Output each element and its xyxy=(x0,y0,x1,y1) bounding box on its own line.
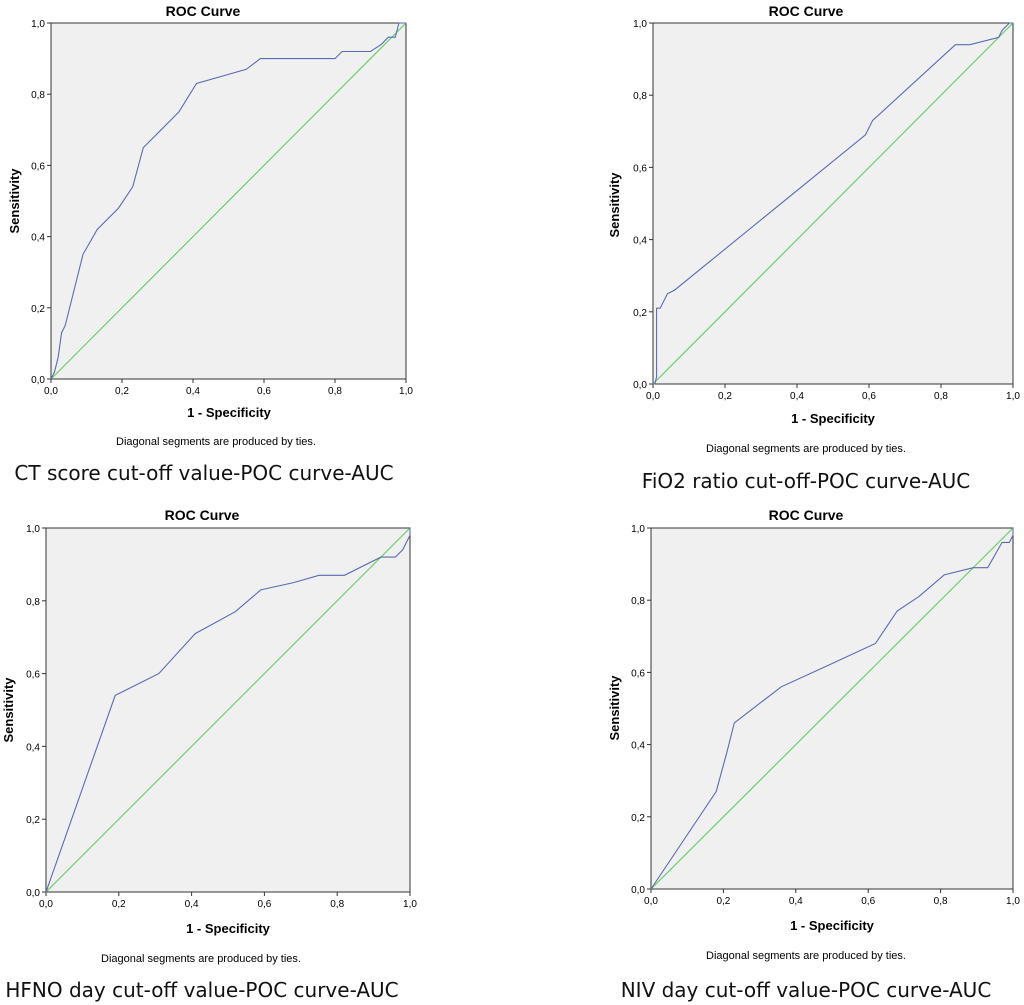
x-tick-label: 0,0 xyxy=(644,896,658,907)
y-tick-label: 0,6 xyxy=(31,161,45,172)
chart-caption: FiO2 ratio cut-off-POC curve-AUC xyxy=(642,469,970,493)
y-axis-label: Sensitivity xyxy=(607,675,622,741)
y-axis-label: Sensitivity xyxy=(7,168,22,234)
y-tick-label: 0,8 xyxy=(31,90,45,101)
y-tick-label: 0,0 xyxy=(631,885,645,896)
chart-title: ROC Curve xyxy=(165,507,240,523)
reference-diagonal-line xyxy=(650,527,1014,890)
chart-caption: CT score cut-off value-POC curve-AUC xyxy=(14,461,393,485)
x-axis-label: 1 - Specificity xyxy=(791,411,876,426)
x-tick-label: 0,2 xyxy=(112,899,126,910)
x-tick-label: 0,4 xyxy=(789,896,803,907)
chart-title: ROC Curve xyxy=(769,3,844,19)
y-tick-label: 0,8 xyxy=(633,91,647,102)
x-tick-label: 0,6 xyxy=(862,391,876,402)
roc-chart-1: ROC Curve 0,00,0 0,2 0,2 0,4 0,4 0,6 0,6 0,8 0,8 1… xyxy=(7,3,413,485)
chart-title: ROC Curve xyxy=(166,3,241,19)
x-tick-label: 0,0 xyxy=(44,386,58,397)
x-tick-label: 0,8 xyxy=(934,391,948,402)
x-tick-label: 0,6 xyxy=(257,386,271,397)
y-tick-label: 0,6 xyxy=(631,668,645,679)
y-tick-label: 0,2 xyxy=(631,813,645,824)
y-tick-label: 0,2 xyxy=(633,308,647,319)
y-tick-label: 1,0 xyxy=(26,524,40,535)
x-tick-label: 0,6 xyxy=(861,896,875,907)
x-tick-label: 0,8 xyxy=(330,899,344,910)
x-tick-label: 0,4 xyxy=(186,386,200,397)
x-axis-label: 1 - Specificity xyxy=(790,918,875,933)
x-tick-label: 1,0 xyxy=(1006,896,1020,907)
x-tick-label: 0,2 xyxy=(115,386,129,397)
y-tick-label: 0,0 xyxy=(31,375,45,386)
roc-curve-line xyxy=(650,528,1014,890)
roc-curve-line xyxy=(653,22,1013,385)
chart-footnote: Diagonal segments are produced by ties. xyxy=(706,443,906,455)
reference-diagonal-line xyxy=(50,22,407,380)
x-tick-label: 0,4 xyxy=(790,391,804,402)
x-tick-label: 1,0 xyxy=(399,386,413,397)
x-tick-label: 0,8 xyxy=(934,896,948,907)
y-tick-label: 1,0 xyxy=(31,19,45,30)
y-tick-label: 0,4 xyxy=(633,236,647,247)
y-tick-label: 0,4 xyxy=(26,742,40,753)
x-tick-label: 0,8 xyxy=(328,386,342,397)
y-tick-label: 1,0 xyxy=(633,19,647,30)
chart-footnote: Diagonal segments are produced by ties. xyxy=(706,950,906,962)
x-tick-label: 0,6 xyxy=(257,899,271,910)
x-axis-label: 1 - Specificity xyxy=(186,921,271,936)
y-tick-label: 0,8 xyxy=(26,597,40,608)
y-tick-label: 0,6 xyxy=(26,670,40,681)
y-axis-label: Sensitivity xyxy=(1,677,16,743)
y-tick-label: 0,2 xyxy=(26,815,40,826)
y-tick-label: 0,2 xyxy=(31,304,45,315)
y-tick-label: 0,4 xyxy=(631,741,645,752)
roc-chart-4: ROC Curve 0,00,0 0,2 0,2 0,4 0,4 0,6 0,6 0,8 0,8 1… xyxy=(607,507,1020,1002)
roc-chart-2: ROC Curve 0,00,0 0,2 0,2 0,4 0,4 0,6 0,6 0,8 0,8 1… xyxy=(607,3,1020,493)
y-tick-label: 1,0 xyxy=(631,524,645,535)
x-tick-label: 0,0 xyxy=(646,391,660,402)
x-tick-label: 0,2 xyxy=(716,896,730,907)
roc-curve-line xyxy=(50,22,406,380)
chart-footnote: Diagonal segments are produced by ties. xyxy=(116,436,316,448)
reference-diagonal-line xyxy=(652,22,1014,385)
chart-title: ROC Curve xyxy=(769,507,844,523)
chart-caption: HFNO day cut-off value-POC curve-AUC xyxy=(5,978,398,1002)
chart-caption: NIV day cut-off value-POC curve-AUC xyxy=(621,978,992,1002)
y-tick-label: 0,0 xyxy=(26,888,40,899)
y-tick-label: 0,4 xyxy=(31,233,45,244)
x-tick-label: 1,0 xyxy=(403,899,417,910)
x-tick-label: 0,4 xyxy=(185,899,199,910)
roc-chart-3: ROC Curve 0,00,0 0,2 0,2 0,4 0,4 0,6 0,6 0,8 0,8 1… xyxy=(1,507,417,1002)
x-tick-label: 1,0 xyxy=(1006,391,1020,402)
y-tick-label: 0,6 xyxy=(633,163,647,174)
x-tick-label: 0,0 xyxy=(39,899,53,910)
y-tick-label: 0,8 xyxy=(631,596,645,607)
y-axis-label: Sensitivity xyxy=(607,172,622,238)
y-tick-label: 0,0 xyxy=(633,380,647,391)
x-axis-label: 1 - Specificity xyxy=(187,405,272,420)
chart-footnote: Diagonal segments are produced by ties. xyxy=(101,953,301,965)
roc-curve-line xyxy=(45,528,411,893)
reference-diagonal-line xyxy=(45,527,411,893)
x-tick-label: 0,2 xyxy=(718,391,732,402)
